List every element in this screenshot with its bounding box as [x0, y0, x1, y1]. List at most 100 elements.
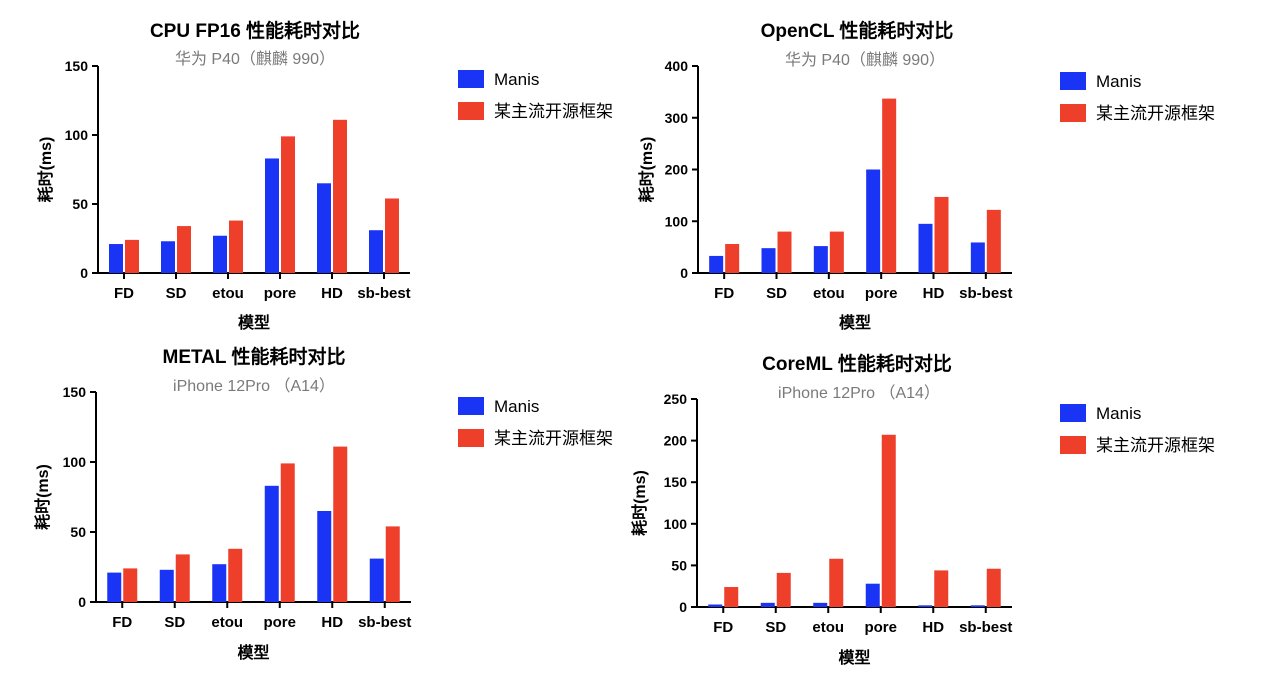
x-tick-label: etou: [211, 614, 243, 631]
bar-other-etou: [228, 548, 243, 602]
bar-manis-SD: [159, 569, 174, 602]
bar-other-pore: [881, 434, 896, 607]
chart-subtitle: 华为 P40（麒麟 990）: [175, 50, 335, 68]
bar-manis-sb-best: [970, 242, 985, 273]
legend-swatch-manis: [1060, 404, 1086, 422]
bar-manis-sb-best: [970, 605, 985, 607]
x-axis-label: 模型: [237, 643, 269, 662]
bar-manis-FD: [109, 244, 123, 273]
legend-swatch-other: [1060, 104, 1086, 122]
y-axis-label: 耗时(ms): [637, 137, 656, 203]
bar-other-pore: [280, 463, 295, 602]
legend-swatch-manis: [458, 70, 484, 88]
bar-manis-pore: [264, 485, 279, 602]
legend-label: 某主流开源框架: [1096, 104, 1215, 123]
x-tick-label: sb-best: [959, 285, 1012, 302]
x-tick-label: HD: [321, 614, 343, 631]
bar-manis-HD: [918, 605, 933, 607]
x-tick-label: FD: [714, 285, 734, 302]
bar-other-sb-best: [385, 526, 400, 602]
bar-other-FD: [724, 587, 739, 607]
y-tick-label: 100: [665, 213, 689, 229]
chart-title: CPU FP16 性能耗时对比: [150, 19, 360, 42]
x-tick-label: FD: [112, 614, 132, 631]
bar-other-HD: [333, 446, 348, 602]
y-tick-label: 150: [65, 58, 89, 74]
x-tick-label: SD: [766, 285, 787, 302]
bar-other-FD: [125, 239, 139, 273]
bar-manis-FD: [107, 572, 122, 602]
y-tick-label: 100: [65, 127, 89, 143]
bar-other-SD: [777, 231, 792, 273]
bar-other-pore: [281, 136, 295, 273]
y-tick-label: 0: [679, 599, 687, 615]
bar-other-SD: [177, 226, 191, 273]
legend-swatch-other: [458, 429, 484, 447]
chart-title: OpenCL 性能耗时对比: [761, 19, 954, 42]
bar-other-SD: [776, 572, 791, 607]
bar-manis-etou: [212, 564, 227, 602]
bar-manis-pore: [866, 169, 881, 273]
chart-subtitle: 华为 P40（麒麟 990）: [785, 51, 945, 69]
x-tick-label: pore: [263, 614, 296, 631]
y-tick-label: 0: [680, 265, 688, 281]
x-tick-label: SD: [164, 614, 185, 631]
bar-manis-SD: [161, 241, 175, 273]
x-tick-label: sb-best: [358, 614, 411, 631]
x-tick-label: SD: [765, 619, 786, 636]
y-tick-label: 200: [665, 162, 689, 178]
bar-other-sb-best: [385, 198, 399, 273]
legend-swatch-manis: [458, 397, 484, 415]
y-tick-label: 50: [671, 557, 687, 573]
y-tick-label: 50: [72, 196, 88, 212]
chart-subtitle: iPhone 12Pro （A14）: [173, 377, 335, 395]
bar-other-sb-best: [986, 568, 1001, 607]
chart-title: METAL 性能耗时对比: [163, 345, 346, 368]
bar-manis-FD: [708, 604, 723, 607]
legend-label: 某主流开源框架: [494, 102, 613, 121]
y-axis-label: 耗时(ms): [36, 137, 55, 203]
legend-label: Manis: [494, 70, 539, 89]
x-axis-label: 模型: [838, 648, 870, 667]
y-tick-label: 400: [665, 58, 689, 74]
bar-other-SD: [175, 554, 190, 602]
bar-other-HD: [333, 119, 347, 273]
bar-manis-SD: [760, 602, 775, 607]
bar-manis-pore: [265, 158, 279, 273]
legend-label: Manis: [1096, 72, 1141, 91]
bar-other-FD: [725, 244, 740, 273]
bar-manis-sb-best: [369, 558, 384, 602]
x-tick-label: FD: [713, 619, 733, 636]
bar-manis-HD: [317, 183, 331, 273]
y-axis-label: 耗时(ms): [630, 470, 649, 536]
x-tick-label: SD: [166, 285, 187, 302]
bar-manis-HD: [918, 223, 933, 273]
y-tick-label: 300: [665, 110, 689, 126]
x-tick-label: FD: [114, 285, 134, 302]
legend-label: 某主流开源框架: [494, 429, 613, 448]
bar-manis-SD: [761, 248, 776, 273]
x-tick-label: etou: [212, 285, 244, 302]
y-tick-label: 150: [664, 474, 688, 490]
legend-swatch-other: [458, 102, 484, 120]
x-tick-label: pore: [264, 285, 297, 302]
x-tick-label: HD: [321, 285, 343, 302]
x-axis-label: 模型: [238, 313, 270, 332]
y-tick-label: 0: [80, 265, 88, 281]
bar-manis-etou: [813, 246, 828, 273]
y-tick-label: 100: [63, 454, 87, 470]
x-tick-label: HD: [922, 619, 944, 636]
x-tick-label: pore: [864, 619, 897, 636]
y-tick-label: 200: [664, 433, 688, 449]
legend-label: 某主流开源框架: [1096, 436, 1215, 455]
legend-swatch-manis: [1060, 72, 1086, 90]
x-tick-label: etou: [812, 619, 844, 636]
chart-panel-3: CoreML 性能耗时对比 iPhone 12Pro （A14） 0 50 100 150…: [630, 352, 1215, 667]
bar-other-etou: [829, 558, 844, 607]
bar-other-pore: [882, 98, 897, 273]
legend-swatch-other: [1060, 436, 1086, 454]
bar-other-etou: [229, 220, 243, 273]
legend-label: Manis: [1096, 404, 1141, 423]
